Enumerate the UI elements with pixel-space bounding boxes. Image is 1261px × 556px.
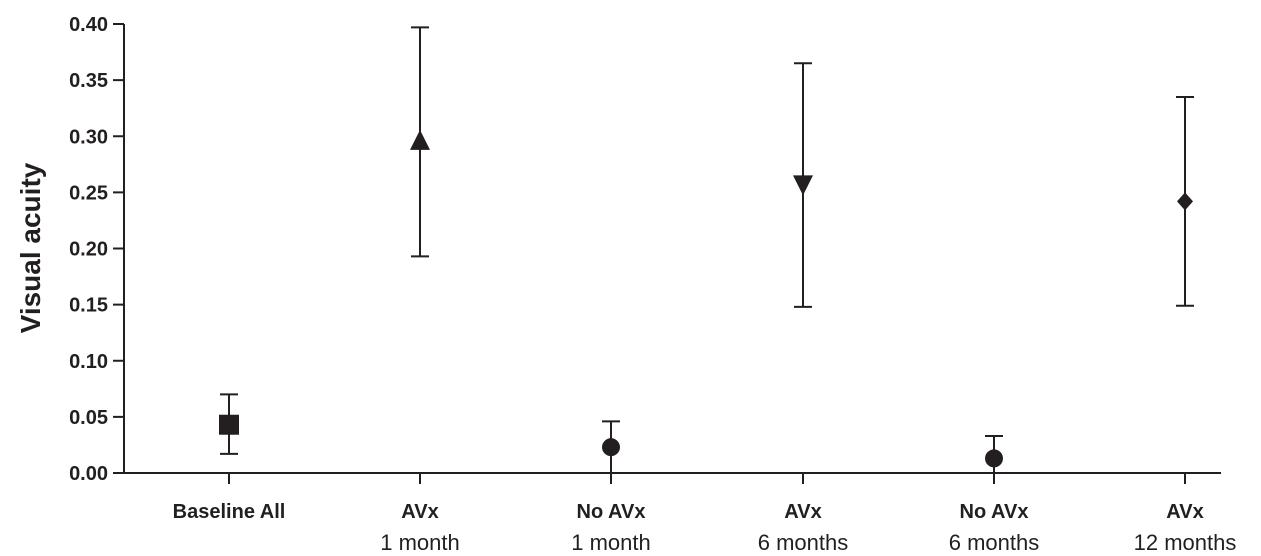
x-category-label: AVx [1166, 501, 1203, 523]
data-points [219, 26, 1194, 474]
x-category-label: AVx [784, 501, 821, 523]
data-point-group [985, 434, 1003, 474]
x-category-label: AVx [401, 501, 438, 523]
x-category-label: No AVx [960, 501, 1029, 523]
data-point-group [410, 26, 430, 258]
y-tick-label: 0.25 [69, 182, 108, 204]
x-category-label: No AVx [577, 501, 646, 523]
marker-diamond [1177, 192, 1193, 211]
data-point-group [602, 420, 620, 474]
data-point-group [793, 62, 813, 308]
x-axis: Baseline All AVx 1 month No AVx 1 month AVx 6 … [124, 472, 1237, 555]
x-category-sublabel: 6 months [758, 530, 849, 555]
marker-circle [985, 449, 1003, 468]
x-category-sublabel: 1 month [571, 530, 651, 555]
marker-circle [602, 438, 620, 457]
x-category-sublabel: 12 months [1134, 530, 1237, 555]
y-tick-label: 0.40 [69, 14, 108, 36]
y-tick-label: 0.35 [69, 70, 108, 92]
data-point-group [1176, 95, 1194, 307]
y-axis-label: Visual acuity [15, 162, 46, 333]
data-point-group [219, 393, 239, 455]
y-tick-label: 0.30 [69, 126, 108, 148]
x-category-label: Baseline All [173, 501, 286, 523]
y-tick-label: 0.20 [69, 239, 108, 261]
x-category-sublabel: 1 month [380, 530, 460, 555]
y-tick-label: 0.15 [69, 295, 108, 317]
y-tick-label: 0.10 [69, 351, 108, 373]
x-category-sublabel: 6 months [949, 530, 1040, 555]
y-axis: 0.00 0.05 0.10 0.15 0.20 0.25 0.30 0.35 0.40 [69, 14, 125, 485]
y-tick-label: 0.00 [69, 463, 108, 485]
marker-triangle-down [793, 175, 813, 196]
marker-square [219, 414, 239, 435]
y-tick-label: 0.05 [69, 407, 108, 429]
marker-triangle-up [410, 129, 430, 150]
